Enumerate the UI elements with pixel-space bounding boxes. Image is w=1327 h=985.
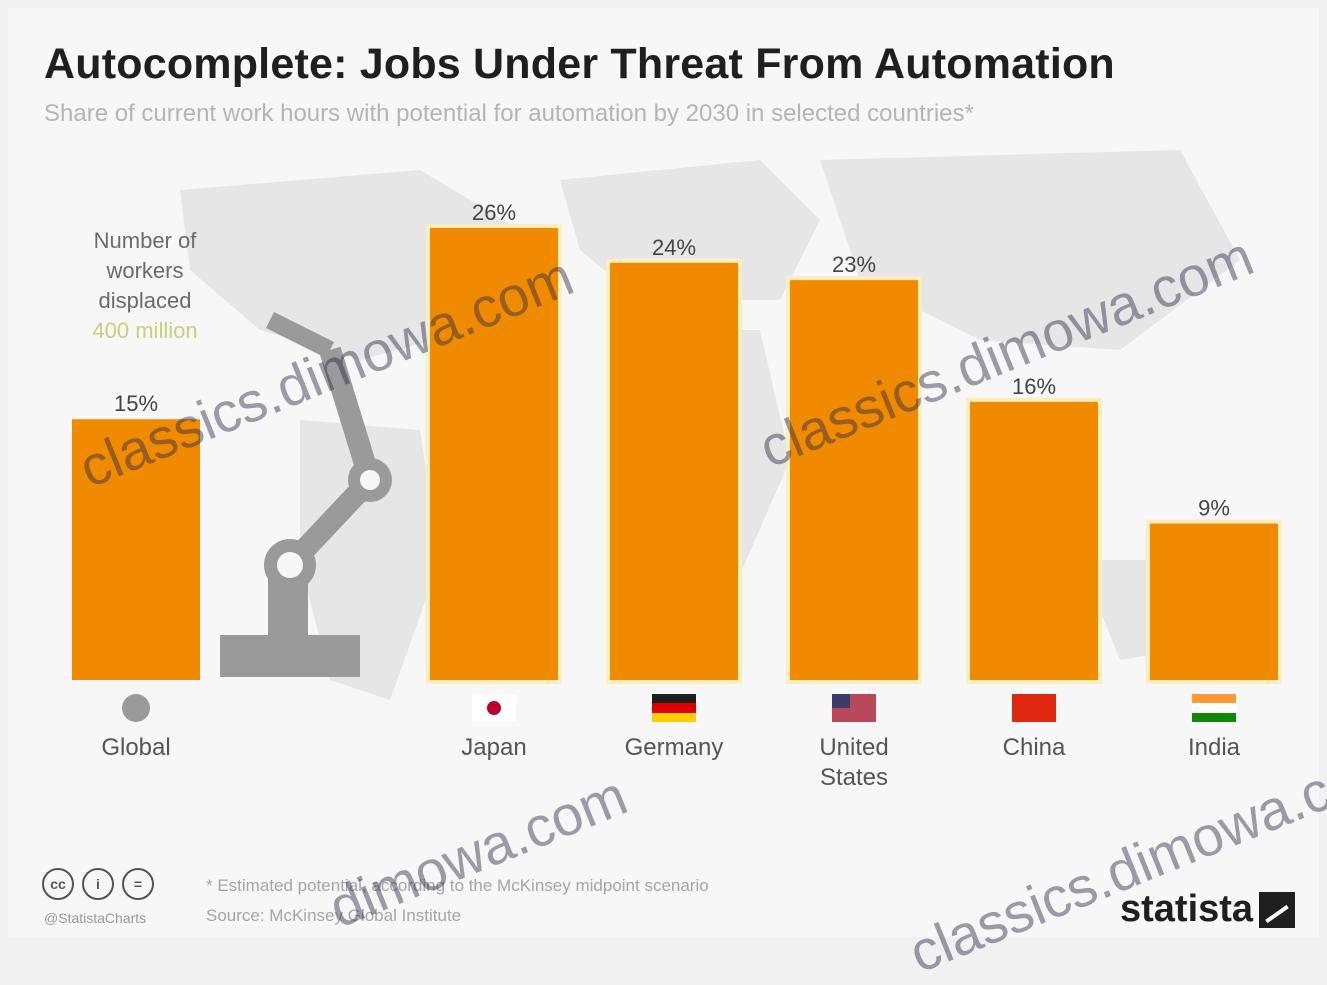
cc-icon[interactable]: cc — [42, 868, 74, 900]
data-label: 16% — [1012, 374, 1056, 399]
category-label: States — [820, 764, 888, 791]
data-label: 26% — [472, 200, 516, 225]
china-flag-icon — [1012, 694, 1056, 722]
category-label: Japan — [461, 734, 526, 761]
germany-flag-icon — [652, 694, 696, 722]
bar-global — [72, 419, 200, 680]
category-label: Global — [101, 734, 170, 761]
workers-displaced-value: 400 million — [92, 318, 198, 343]
category-label: India — [1188, 734, 1241, 761]
category-label: Germany — [625, 734, 724, 761]
bar-japan — [430, 228, 558, 680]
category-label: United — [819, 734, 888, 761]
chart-title: Autocomplete: Jobs Under Threat From Aut… — [44, 40, 1115, 88]
japan-flag-icon — [472, 694, 516, 722]
data-label: 9% — [1198, 496, 1230, 521]
india-flag-icon — [1192, 694, 1236, 722]
footnote: * Estimated potential, according to the … — [206, 876, 709, 895]
data-label: 24% — [652, 235, 696, 260]
data-label: 15% — [114, 391, 158, 416]
license-icons: cc i = — [42, 868, 154, 900]
usa-flag-icon — [832, 694, 876, 722]
note-line-2: workers displaced — [98, 258, 192, 313]
source-note: Source: McKinsey Global Institute — [206, 906, 462, 925]
bar-india — [1150, 523, 1278, 680]
data-label: 23% — [832, 252, 876, 277]
chart-subtitle: Share of current work hours with potenti… — [44, 100, 974, 127]
brand-name: statista — [1120, 888, 1254, 930]
by-icon[interactable]: i — [82, 868, 114, 900]
statista-logo[interactable]: statista — [1120, 888, 1296, 931]
nd-icon[interactable]: = — [122, 868, 154, 900]
globe-icon — [122, 694, 150, 722]
statista-logo-icon — [1259, 891, 1296, 928]
bar-germany — [610, 262, 738, 680]
bar-china — [970, 401, 1098, 680]
category-label: China — [1003, 734, 1066, 761]
robot-arm-icon — [220, 311, 392, 677]
note-line-1: Number of — [93, 228, 197, 253]
bar-chart: 15% 26% 24% 23% 16% 9% Global Japan Germany Unit… — [72, 200, 1282, 791]
bar-united-states — [790, 280, 918, 680]
workers-displaced-note: Number of workers displaced 400 million — [60, 226, 230, 346]
statista-handle: @StatistaCharts — [44, 910, 147, 926]
